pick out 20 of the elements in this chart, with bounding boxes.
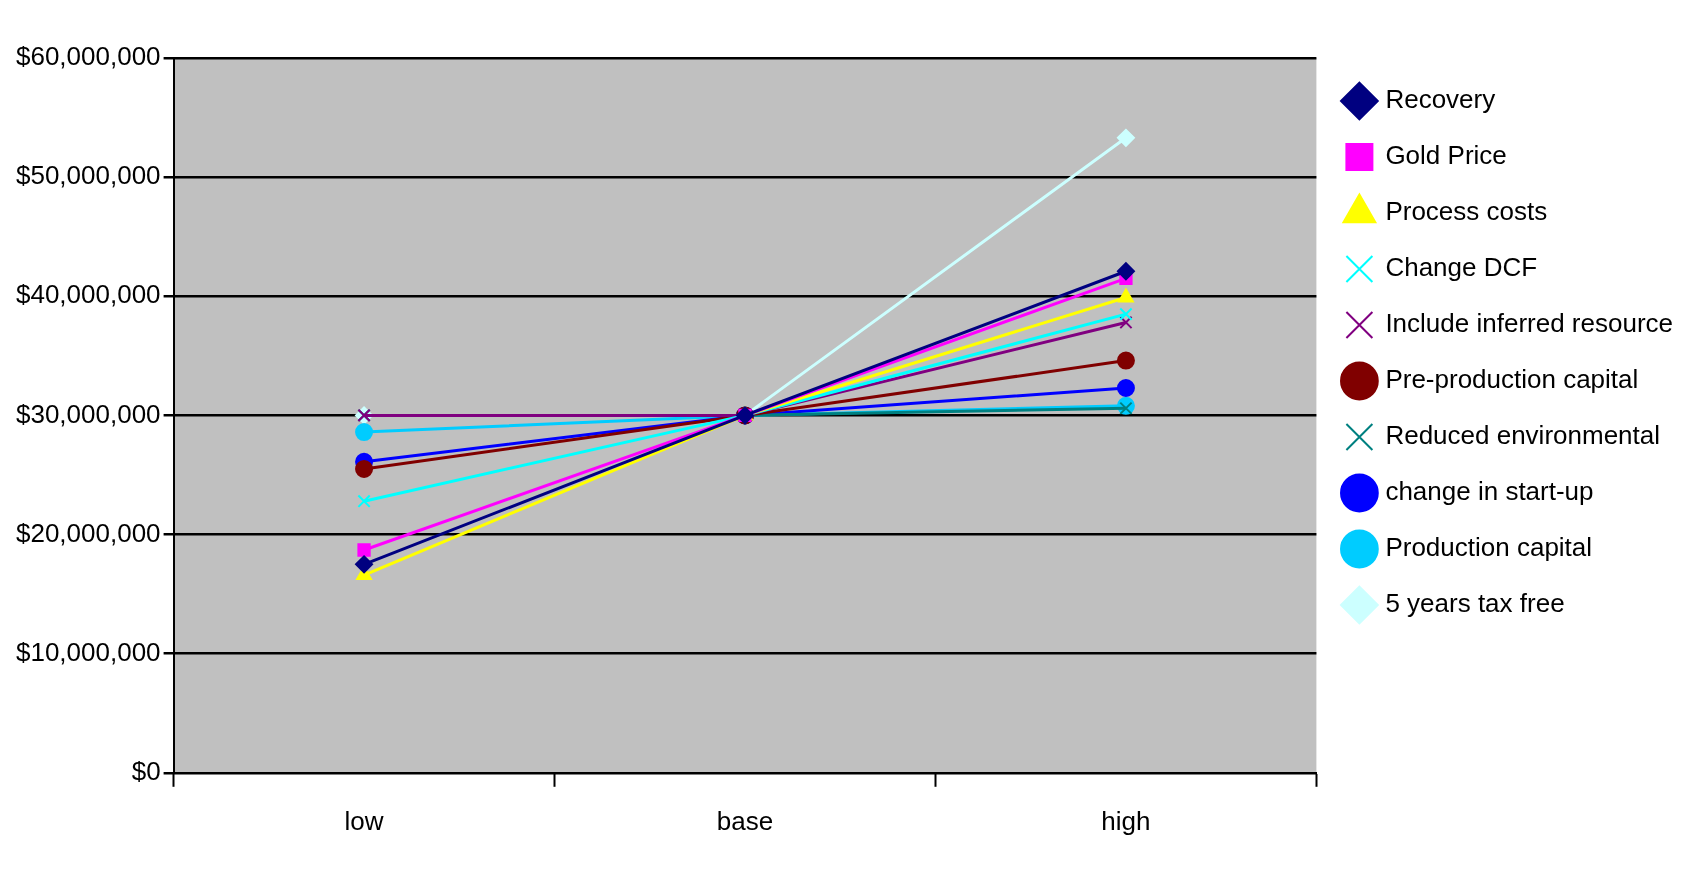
legend-label: 5 years tax free xyxy=(1385,588,1565,619)
legend-label: Pre-production capital xyxy=(1385,364,1639,395)
x-tick-label: base xyxy=(716,805,774,836)
legend-label: change in start-up xyxy=(1385,476,1594,507)
legend-label: Process costs xyxy=(1385,196,1548,227)
y-tick-label: $20,000,000 xyxy=(15,517,161,548)
y-tick-label: $30,000,000 xyxy=(15,398,161,429)
x-tick-label: high xyxy=(1101,805,1151,836)
y-tick-label: $60,000,000 xyxy=(15,41,161,72)
y-tick-label: $40,000,000 xyxy=(15,279,161,310)
legend-label: Include inferred resource xyxy=(1385,308,1674,339)
legend-label: Reduced environmental xyxy=(1385,420,1661,451)
y-tick-label: $0 xyxy=(131,755,161,786)
legend-label: Gold Price xyxy=(1385,140,1507,171)
x-tick-label: low xyxy=(344,805,384,836)
legend-label: Recovery xyxy=(1385,84,1496,115)
y-tick-label: $10,000,000 xyxy=(15,636,161,667)
y-tick-label: $50,000,000 xyxy=(15,160,161,191)
legend-label: Change DCF xyxy=(1385,252,1538,283)
legend-label: Production capital xyxy=(1385,532,1593,563)
